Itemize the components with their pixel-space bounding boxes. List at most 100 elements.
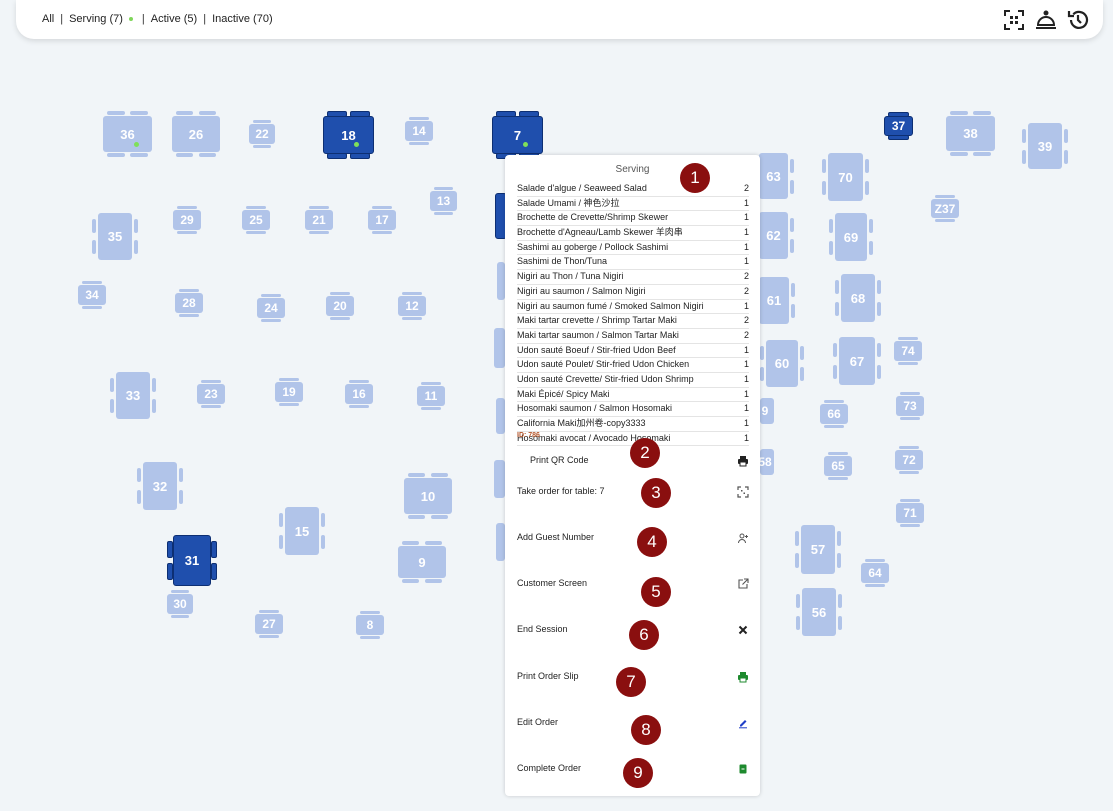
chair [201,405,221,408]
take-order-action[interactable]: Take order for table: 7 [517,483,749,503]
complete-order-action[interactable]: Complete Order [517,760,749,780]
service-bell-icon[interactable] [1035,9,1057,31]
table-74[interactable]: 74 [894,337,922,365]
qr-scan-icon[interactable] [1003,9,1025,31]
table-z37[interactable]: Z37 [931,195,959,222]
table-8[interactable]: 8 [356,611,384,639]
table-33[interactable]: 33 [110,372,156,419]
table-36[interactable]: 36 [103,111,152,157]
table-21[interactable]: 21 [305,206,333,234]
partially-hidden-table[interactable]: 9 [760,398,774,424]
partially-hidden-table[interactable] [494,460,505,498]
table-16[interactable]: 16 [345,380,373,408]
order-item-row: Nigiri au saumon fumé / Smoked Salmon Ni… [517,300,749,315]
table-60[interactable]: 60 [760,340,804,387]
external-link-icon[interactable] [737,578,749,590]
table-label: 61 [766,293,782,308]
table-19[interactable]: 19 [275,378,303,406]
print-qr-code-action[interactable]: Print QR Code [517,452,749,472]
chair [790,180,794,194]
edit-order-action[interactable]: Edit Order [517,714,749,734]
table-39[interactable]: 39 [1022,123,1068,169]
table-28[interactable]: 28 [175,289,203,317]
end-session-action[interactable]: End Session [517,621,749,641]
complete-icon[interactable] [737,763,749,775]
partially-hidden-table[interactable] [496,523,505,561]
table-10[interactable]: 10 [404,473,452,519]
table-62[interactable]: 62 [753,212,794,259]
table-30[interactable]: 30 [167,590,193,618]
table-20[interactable]: 20 [326,292,354,320]
add-guest-number-action[interactable]: Add Guest Number [517,529,749,549]
table-63[interactable]: 63 [753,153,794,199]
chair [1022,129,1026,143]
order-item-name: Salade Umami / 神色沙拉 [517,197,620,208]
table-11[interactable]: 11 [417,382,445,410]
chair [973,111,991,115]
table-34[interactable]: 34 [78,281,106,309]
filter-inactive[interactable]: Inactive (70) [212,13,273,25]
chair [408,515,425,519]
table-body: 24 [257,298,285,318]
order-item-name: Hosomaki avocat / Avocado Hosomaki [517,432,671,443]
table-27[interactable]: 27 [255,610,283,638]
table-31[interactable]: 31 [167,535,217,586]
table-64[interactable]: 64 [861,559,889,587]
table-body: 13 [430,191,457,211]
table-35[interactable]: 35 [92,213,138,260]
table-15[interactable]: 15 [279,507,325,555]
partially-hidden-table[interactable] [496,398,505,434]
close-icon[interactable] [737,624,749,636]
partially-hidden-table[interactable] [495,193,507,239]
table-67[interactable]: 67 [833,337,881,385]
table-72[interactable]: 72 [895,446,923,474]
chair [431,515,448,519]
table-70[interactable]: 70 [822,153,869,201]
partially-hidden-table[interactable]: 58 [758,449,774,475]
table-18[interactable]: 18 [323,111,374,159]
table-label: 8 [366,618,374,632]
action-label: Take order for table: 7 [517,486,605,496]
table-73[interactable]: 73 [896,392,924,420]
table-23[interactable]: 23 [197,380,225,408]
table-body: 56 [802,588,836,636]
print-order-slip-action[interactable]: Print Order Slip [517,668,749,688]
partially-hidden-table[interactable] [494,328,505,368]
table-29[interactable]: 29 [173,206,201,234]
table-37[interactable]: 37 [884,112,913,140]
table-57[interactable]: 57 [795,525,841,574]
filter-active[interactable]: Active (5) [150,13,198,25]
customer-screen-action[interactable]: Customer Screen [517,575,749,595]
table-22[interactable]: 22 [249,120,275,148]
table-65[interactable]: 65 [824,452,852,480]
qr-scan-icon[interactable] [737,486,749,498]
filter-all[interactable]: All [42,13,55,25]
history-icon[interactable] [1067,9,1089,31]
printer-icon[interactable] [737,671,749,683]
table-25[interactable]: 25 [242,206,270,234]
table-56[interactable]: 56 [796,588,842,636]
table-69[interactable]: 69 [829,213,873,261]
table-24[interactable]: 24 [257,294,285,322]
table-71[interactable]: 71 [896,499,924,527]
serving-dot [523,142,528,147]
table-68[interactable]: 68 [835,274,881,322]
table-body: 32 [143,462,177,510]
table-26[interactable]: 26 [172,111,220,157]
add-user-icon[interactable] [737,532,749,544]
table-14[interactable]: 14 [405,117,433,145]
table-38[interactable]: 38 [946,111,995,156]
table-66[interactable]: 66 [820,400,848,428]
table-7[interactable]: 7 [492,111,543,159]
chair [409,142,429,145]
printer-icon[interactable] [737,455,749,467]
table-12[interactable]: 12 [398,292,426,320]
partially-hidden-table[interactable] [497,262,505,300]
edit-icon[interactable] [737,717,749,729]
order-item-qty: 1 [743,388,749,399]
filter-serving[interactable]: Serving (7) [69,13,123,25]
table-13[interactable]: 13 [430,187,457,215]
table-9[interactable]: 9 [398,541,446,583]
table-17[interactable]: 17 [368,206,396,234]
table-32[interactable]: 32 [137,462,183,510]
